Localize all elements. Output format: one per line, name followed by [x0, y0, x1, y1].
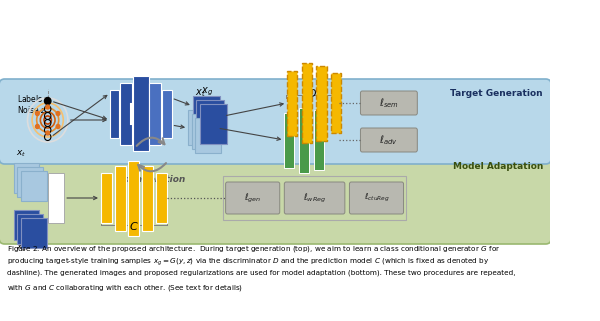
Bar: [47, 173, 64, 223]
Text: $x_t$: $x_t$: [16, 149, 26, 159]
Text: $x_g$: $x_g$: [201, 86, 214, 99]
FancyBboxPatch shape: [349, 182, 404, 214]
Circle shape: [35, 111, 39, 116]
Text: Labels $y$: Labels $y$: [17, 93, 50, 106]
Text: Figure 2. An overview of the proposed architecture.  During target generation (t: Figure 2. An overview of the proposed ar…: [7, 244, 501, 254]
Bar: [133, 76, 149, 151]
Text: $\ell_{gen}$: $\ell_{gen}$: [244, 191, 262, 204]
Circle shape: [56, 125, 60, 128]
Bar: [128, 160, 139, 236]
Bar: [316, 65, 326, 141]
Text: Collaboration: Collaboration: [117, 175, 185, 184]
Bar: [110, 90, 119, 137]
FancyBboxPatch shape: [226, 182, 280, 214]
Bar: [14, 163, 40, 193]
FancyBboxPatch shape: [284, 182, 345, 214]
Bar: [284, 112, 295, 168]
Text: Model Adaptation: Model Adaptation: [452, 162, 543, 171]
FancyBboxPatch shape: [361, 128, 418, 152]
Text: $\ell_{adv}$: $\ell_{adv}$: [379, 133, 398, 147]
Text: $x_t$: $x_t$: [196, 87, 206, 99]
Text: with $G$ and $C$ collaborating with each other. (See text for details): with $G$ and $C$ collaborating with each…: [7, 283, 244, 293]
Bar: [149, 82, 161, 144]
Bar: [120, 82, 132, 144]
Bar: [115, 166, 125, 230]
Circle shape: [56, 111, 60, 116]
Text: producing target-style training samples $x_g = G(y, z)$ via the discriminator $D: producing target-style training samples …: [7, 257, 490, 268]
Bar: [156, 173, 167, 223]
Circle shape: [46, 105, 50, 109]
Bar: [17, 214, 43, 244]
Bar: [302, 63, 312, 143]
Bar: [200, 104, 227, 144]
Text: $D$: $D$: [307, 87, 317, 99]
Text: $\ell_{ctuReg}$: $\ell_{ctuReg}$: [364, 192, 389, 204]
Bar: [188, 110, 214, 145]
Text: dashline). The generated images and proposed regularizations are used for model : dashline). The generated images and prop…: [7, 270, 516, 276]
Bar: [21, 171, 47, 201]
Bar: [101, 173, 112, 223]
Bar: [191, 114, 217, 149]
Text: $C$: $C$: [129, 220, 139, 232]
Bar: [314, 110, 324, 170]
Bar: [21, 218, 47, 248]
Text: $x_g$: $x_g$: [16, 243, 27, 254]
Text: Target Generation: Target Generation: [451, 89, 543, 98]
Bar: [299, 108, 309, 172]
Text: $\ell_{sem}$: $\ell_{sem}$: [379, 96, 399, 110]
Text: $G$: $G$: [131, 87, 141, 99]
Bar: [17, 167, 43, 197]
Circle shape: [35, 125, 39, 128]
Text: $\ell_{wReg}$: $\ell_{wReg}$: [303, 191, 326, 204]
Bar: [196, 100, 224, 140]
FancyBboxPatch shape: [0, 79, 551, 164]
Bar: [223, 176, 406, 220]
Circle shape: [46, 131, 50, 135]
FancyBboxPatch shape: [0, 152, 551, 244]
Bar: [14, 210, 40, 240]
Circle shape: [44, 98, 51, 105]
Bar: [331, 73, 341, 133]
Bar: [287, 71, 297, 135]
Bar: [163, 90, 172, 137]
Text: Noise $z$: Noise $z$: [17, 104, 46, 115]
Bar: [142, 166, 153, 230]
Bar: [193, 96, 220, 136]
FancyBboxPatch shape: [361, 91, 418, 115]
Bar: [196, 118, 221, 153]
